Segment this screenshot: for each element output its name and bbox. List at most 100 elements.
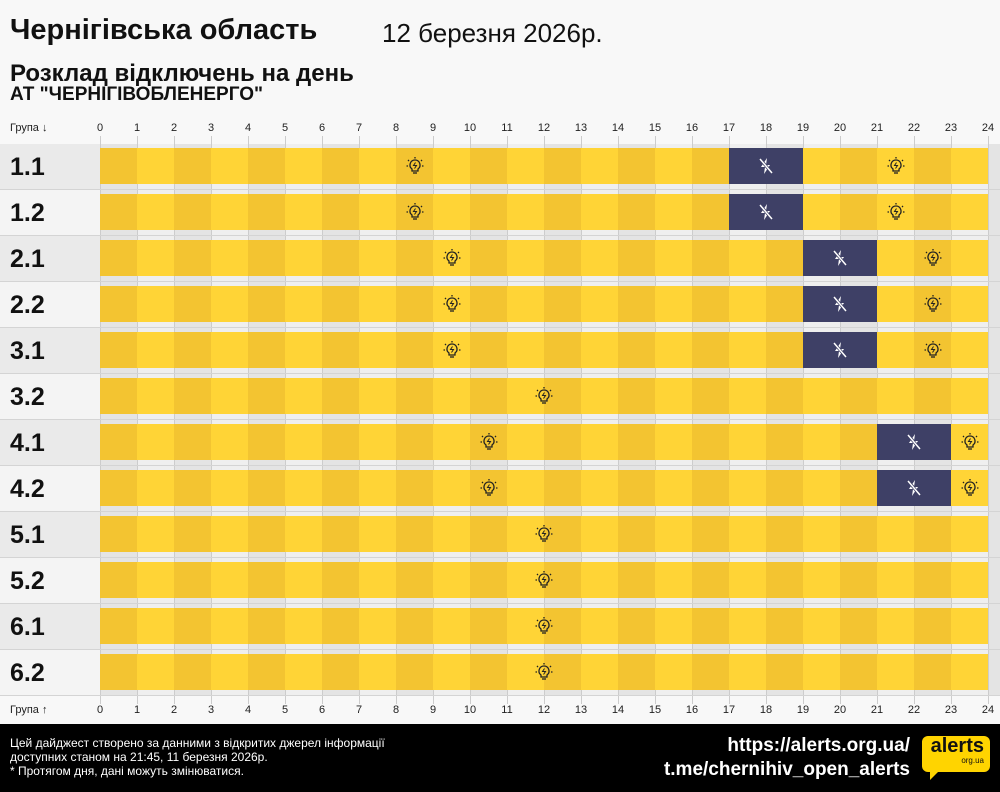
power-on-segment [581, 516, 618, 552]
power-on-segment [840, 470, 877, 506]
power-on-segment [285, 240, 322, 276]
hour-column [359, 144, 396, 696]
hour-column [618, 144, 655, 696]
power-on-segment [544, 286, 581, 322]
power-on-segment [359, 608, 396, 644]
hour-tick: 17 [722, 122, 736, 134]
hour-column [766, 144, 803, 696]
power-on-segment [507, 240, 544, 276]
power-on-segment [766, 286, 803, 322]
hour-tick: 7 [355, 122, 363, 134]
row-divider [0, 511, 1000, 512]
power-on-segment [618, 148, 655, 184]
power-on-segment [618, 286, 655, 322]
power-on-segment [766, 378, 803, 414]
power-on-segment [618, 194, 655, 230]
hour-tick: 15 [648, 122, 662, 134]
power-on-segment [766, 424, 803, 460]
website-link[interactable]: https://alerts.org.ua/ [727, 735, 910, 756]
grid-edge [988, 144, 1000, 696]
group-axis-label-top: Група ↓ [10, 122, 48, 134]
power-on-segment [174, 332, 211, 368]
power-on-segment [285, 470, 322, 506]
power-on-segment [692, 562, 729, 598]
power-on-segment [914, 148, 951, 184]
outage-segment [914, 470, 951, 506]
power-on-segment [951, 654, 988, 690]
power-on-segment [137, 332, 174, 368]
power-on-segment [100, 608, 137, 644]
hour-tick: 2 [170, 704, 178, 716]
hour-column [951, 144, 988, 696]
logo-text: alerts [930, 735, 984, 757]
power-on-segment [211, 562, 248, 598]
hour-gridline [507, 136, 508, 704]
power-on-segment [137, 654, 174, 690]
hour-column [470, 144, 507, 696]
outage-segment [840, 332, 877, 368]
hour-gridline [433, 136, 434, 704]
power-on-segment [285, 378, 322, 414]
power-on-segment [433, 562, 470, 598]
power-on-segment [470, 332, 507, 368]
group-label: 2.1 [0, 236, 100, 282]
power-on-segment [211, 608, 248, 644]
power-on-segment [248, 516, 285, 552]
power-on-segment [951, 516, 988, 552]
power-on-segment [248, 286, 285, 322]
hour-tick: 20 [833, 704, 847, 716]
hour-tick: 4 [244, 704, 252, 716]
alerts-logo: alerts org.ua [922, 735, 990, 780]
power-on-segment [729, 562, 766, 598]
power-on-segment [914, 194, 951, 230]
power-on-segment [766, 562, 803, 598]
hour-gridline [544, 136, 545, 704]
hour-column [507, 144, 544, 696]
hour-column [803, 144, 840, 696]
power-on-segment [211, 424, 248, 460]
hour-column [322, 144, 359, 696]
power-on-segment [618, 424, 655, 460]
row-divider [0, 373, 1000, 374]
power-on-segment [803, 194, 840, 230]
telegram-link[interactable]: t.me/chernihiv_open_alerts [663, 759, 910, 780]
hour-gridline [803, 136, 804, 704]
light-bulb-icon [923, 248, 943, 268]
light-bulb-icon [886, 156, 906, 176]
power-on-segment [618, 516, 655, 552]
power-on-segment [766, 516, 803, 552]
hour-gridline [285, 136, 286, 704]
power-on-segment [359, 286, 396, 322]
power-on-segment [248, 608, 285, 644]
power-on-segment [174, 240, 211, 276]
hour-gridline [766, 136, 767, 704]
power-on-segment [581, 608, 618, 644]
row-divider [0, 603, 1000, 604]
power-on-segment [655, 608, 692, 644]
group-label: 4.1 [0, 420, 100, 466]
power-on-segment [951, 194, 988, 230]
power-on-segment [211, 332, 248, 368]
hour-gridline [988, 136, 989, 704]
power-on-segment [285, 194, 322, 230]
power-on-segment [951, 562, 988, 598]
power-on-segment [470, 286, 507, 322]
power-on-segment [803, 608, 840, 644]
hour-column [914, 144, 951, 696]
power-on-segment [877, 286, 914, 322]
power-on-segment [174, 608, 211, 644]
hour-gridline [174, 136, 175, 704]
hour-column [433, 144, 470, 696]
power-on-segment [803, 654, 840, 690]
outage-segment [877, 470, 914, 506]
hour-gridline [248, 136, 249, 704]
row-divider [0, 419, 1000, 420]
power-on-segment [359, 378, 396, 414]
power-on-segment [507, 516, 544, 552]
hour-column [285, 144, 322, 696]
power-on-segment [729, 470, 766, 506]
row-divider [0, 327, 1000, 328]
power-on-segment [803, 148, 840, 184]
power-on-segment [729, 240, 766, 276]
power-on-segment [174, 148, 211, 184]
